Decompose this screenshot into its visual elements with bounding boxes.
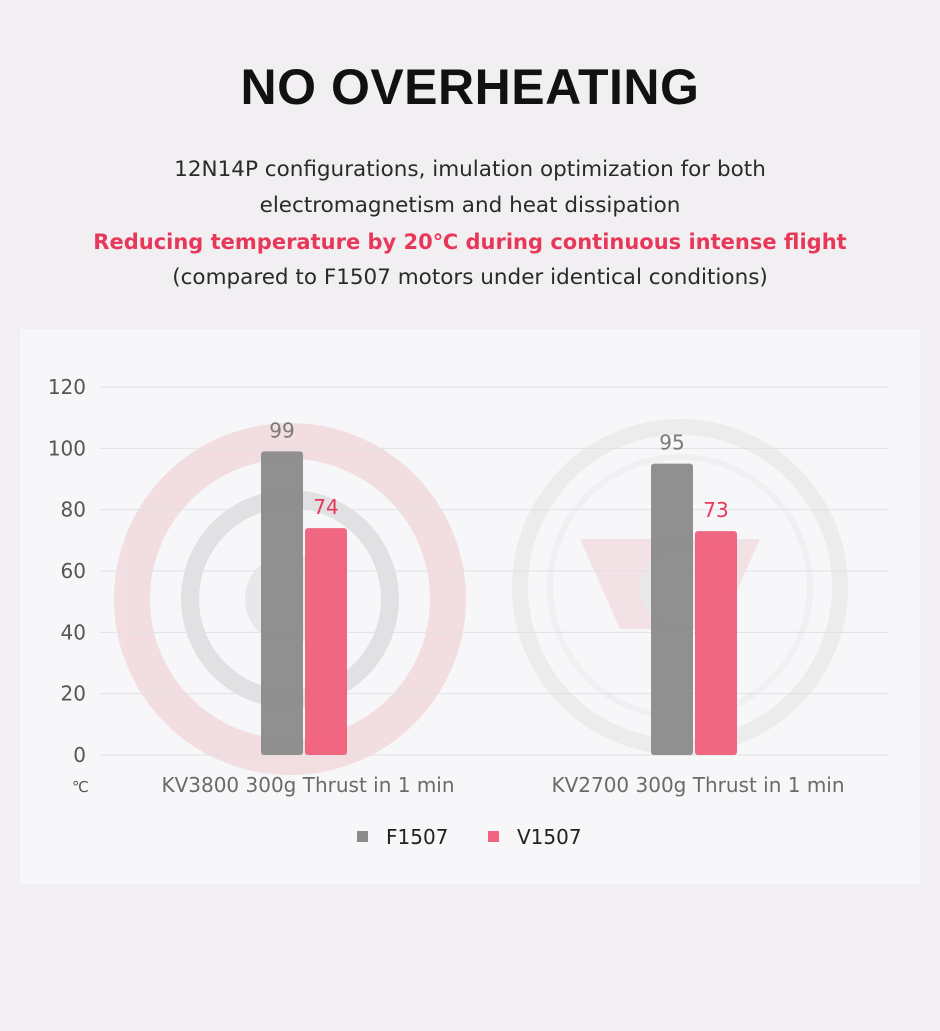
y-tick-label: 40 (61, 620, 86, 644)
chart-card: 0 20 40 60 80 100 120 ℃ 99 74 95 73 KV3800 300g T… (20, 329, 920, 884)
gridlines (100, 386, 888, 756)
legend-label-v1507: V1507 (517, 825, 582, 849)
y-unit-label: ℃ (72, 778, 89, 796)
y-tick-label: 100 (48, 436, 86, 460)
bars: 99 74 95 73 (261, 418, 737, 755)
y-axis: 0 20 40 60 80 100 120 (48, 375, 86, 767)
y-tick-label: 80 (61, 498, 86, 522)
legend-label-f1507: F1507 (386, 825, 448, 849)
page-title: NO OVERHEATING (240, 59, 700, 115)
y-tick-label: 0 (73, 743, 86, 767)
data-label-f1507: 95 (659, 431, 684, 455)
legend-swatch-f1507 (357, 831, 368, 842)
y-tick-label: 20 (61, 682, 86, 706)
bar-v1507 (695, 531, 737, 755)
legend: F1507 V1507 (357, 825, 582, 849)
bar-v1507 (305, 528, 347, 755)
data-label-v1507: 73 (703, 498, 728, 522)
bar-f1507 (651, 463, 693, 755)
x-axis: KV3800 300g Thrust in 1 min KV2700 300g T… (161, 773, 844, 797)
bar-f1507 (261, 451, 303, 755)
data-label-f1507: 99 (269, 418, 294, 442)
highlight-text: Reducing temperature by 20℃ during conti… (93, 230, 847, 254)
comparison-note: (compared to F1507 motors under identica… (172, 265, 768, 290)
temperature-bar-chart: 0 20 40 60 80 100 120 ℃ 99 74 95 73 KV3800 300g T… (48, 375, 888, 849)
y-tick-label: 60 (61, 559, 86, 583)
description-line-2: electromagnetism and heat dissipation (259, 193, 681, 218)
description-line-1: 12N14P configurations, imulation optimiz… (174, 157, 766, 182)
data-label-v1507: 74 (313, 495, 338, 519)
y-tick-label: 120 (48, 375, 86, 399)
x-category-label: KV3800 300g Thrust in 1 min (161, 773, 454, 797)
legend-swatch-v1507 (488, 831, 499, 842)
x-category-label: KV2700 300g Thrust in 1 min (551, 773, 844, 797)
